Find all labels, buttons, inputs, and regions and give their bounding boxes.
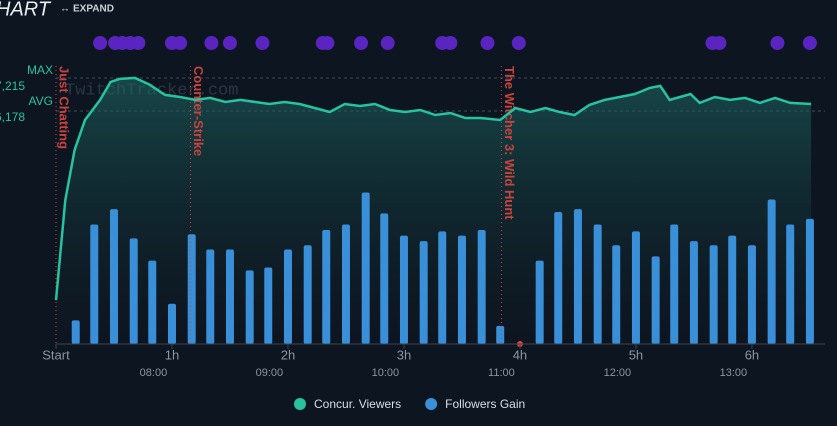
bar xyxy=(187,234,196,344)
x-tick-label: Start xyxy=(42,347,70,362)
time-tick-label: 11:00 xyxy=(488,367,515,379)
event-marker xyxy=(354,36,369,50)
time-tick-label: 10:00 xyxy=(372,367,400,379)
bar xyxy=(322,230,331,344)
bar xyxy=(496,325,505,344)
event-marker xyxy=(204,36,219,50)
event-marker xyxy=(131,36,146,50)
viewers-area xyxy=(56,77,812,345)
bar xyxy=(457,235,466,344)
stat-value: 7,215 xyxy=(0,79,25,93)
event-marker xyxy=(222,36,237,50)
viewers-line xyxy=(54,76,812,301)
event-marker xyxy=(173,36,188,50)
bar xyxy=(90,224,99,344)
event-marker xyxy=(443,36,458,50)
event-marker xyxy=(480,36,495,50)
bar xyxy=(747,245,756,344)
bar xyxy=(767,199,776,344)
legend-swatch xyxy=(294,398,306,410)
bar xyxy=(805,218,814,344)
stat-label: MAX xyxy=(27,63,53,77)
bar xyxy=(593,224,602,344)
annotation-label: The Witcher 3: Wild Hunt xyxy=(502,66,517,220)
x-tick-label: 5h xyxy=(629,347,643,362)
bar xyxy=(245,270,254,344)
bar xyxy=(361,192,370,344)
annotation-label: Counter-Strike xyxy=(191,66,206,156)
x-tick-label: 3h xyxy=(397,347,411,362)
bar xyxy=(438,231,447,344)
time-tick-label: 09:00 xyxy=(256,367,284,379)
bar xyxy=(264,267,273,344)
expand-icon[interactable]: ↔ xyxy=(60,4,70,15)
bar xyxy=(167,303,176,344)
bar xyxy=(612,245,621,344)
event-marker xyxy=(320,36,335,50)
bar xyxy=(786,224,795,344)
bar xyxy=(129,238,138,344)
bar xyxy=(631,231,640,344)
bar xyxy=(109,209,118,344)
event-marker xyxy=(770,36,785,50)
time-tick-label: 12:00 xyxy=(604,367,632,379)
bar xyxy=(71,320,80,344)
legend-label: Concur. Viewers xyxy=(314,397,401,411)
stat-value: 6,178 xyxy=(0,110,25,124)
time-tick-label: 13:00 xyxy=(720,367,748,379)
event-marker xyxy=(712,36,727,50)
bar xyxy=(206,249,215,344)
event-marker xyxy=(802,36,817,50)
bar xyxy=(419,241,428,344)
stat-label: AVG xyxy=(29,94,53,108)
legend-label: Followers Gain xyxy=(445,397,525,411)
bar xyxy=(728,235,737,344)
legend-swatch xyxy=(425,398,438,410)
time-tick-label: 08:00 xyxy=(140,367,168,379)
x-tick-label: 2h xyxy=(281,347,295,362)
bar xyxy=(535,260,544,344)
chart-title: HART xyxy=(0,0,52,20)
bar xyxy=(670,224,679,344)
x-tick-label: 6h xyxy=(745,347,759,362)
bar xyxy=(477,230,486,344)
bar xyxy=(554,211,563,344)
bar xyxy=(380,213,389,344)
bar xyxy=(225,249,234,344)
annotation-label: Just Chatting xyxy=(57,66,72,149)
event-marker xyxy=(93,36,108,50)
expand-button[interactable]: EXPAND xyxy=(73,4,114,15)
bar xyxy=(303,245,312,344)
bar xyxy=(709,245,718,344)
x-tick-label: 4h xyxy=(513,347,527,362)
bar xyxy=(651,256,660,344)
event-marker xyxy=(511,36,526,50)
bar xyxy=(341,224,350,344)
bar xyxy=(399,235,408,344)
bar xyxy=(573,209,582,344)
bar xyxy=(283,249,292,344)
bar xyxy=(148,260,157,344)
event-marker xyxy=(380,36,395,50)
event-marker xyxy=(255,36,270,50)
x-tick-label: 1h xyxy=(165,347,179,362)
bar xyxy=(689,241,698,344)
